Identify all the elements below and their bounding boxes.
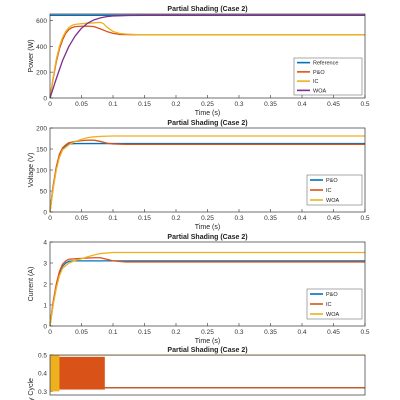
y-tick-label: 0 (43, 210, 47, 217)
legend-label: WOA (326, 198, 339, 204)
x-tick-label: 0.25 (201, 215, 214, 222)
x-tick-label: 0.15 (138, 101, 151, 108)
y-tick-label: 4 (43, 240, 47, 247)
y-tick-label: 0.3 (38, 389, 47, 396)
x-tick-label: 0.2 (171, 101, 180, 108)
x-tick-label: 0.1 (108, 215, 117, 222)
x-tick-label: 0.2 (171, 215, 180, 222)
x-tick-label: 0.3 (234, 101, 243, 108)
x-tick-label: 0.3 (234, 215, 243, 222)
chart-panel-4: Partial Shading (Case 2) 0.3 0.4 0.5 Duty Cy… (28, 347, 366, 400)
x-tick-label: 0.1 (108, 329, 117, 336)
x-tick-label: 0.05 (75, 101, 88, 108)
x-axis-label: Time (s) (195, 224, 220, 231)
x-tick-label: 0.2 (171, 329, 180, 336)
series-group (49, 14, 365, 99)
y-tick-label: 1 (43, 303, 47, 310)
legend: P&O IC WOA (306, 174, 363, 206)
x-tick-label: 0.1 (108, 101, 117, 108)
y-tick-label: 50 (40, 189, 48, 196)
legend: Reference P&O IC WOA (293, 57, 363, 96)
legend: P&O IC WOA (306, 288, 363, 320)
chart-panel-2: Partial Shading (Case 2) 0 50 100 150 200 0 0.0… (28, 120, 370, 231)
x-tick-label: 0.25 (201, 101, 214, 108)
x-tick-label: 0 (48, 215, 52, 222)
axes-frame (49, 13, 366, 99)
x-axis-label: Time (s) (195, 338, 220, 345)
y-tick-label: 2 (43, 282, 47, 289)
x-tick-label: 0.35 (264, 215, 277, 222)
axes-frame (49, 127, 366, 213)
y-tick-label: 200 (36, 70, 47, 77)
x-tick-label: 0.3 (234, 329, 243, 336)
chart-panel-3: Partial Shading (Case 2) 0 1 2 3 4 0 0.05 0.1 0.1… (28, 234, 370, 345)
legend-label: P&O (326, 292, 338, 298)
axes-frame (49, 241, 366, 327)
x-tick-label: 0.05 (75, 215, 88, 222)
y-tick-label: 0 (43, 96, 47, 103)
x-tick-label: 0.05 (75, 329, 88, 336)
y-tick-label: 600 (36, 18, 47, 25)
chart-title: Partial Shading (Case 2) (167, 234, 247, 241)
y-tick-label: 0.4 (38, 371, 47, 378)
legend-label: IC (326, 302, 332, 308)
chart-title: Partial Shading (Case 2) (167, 6, 247, 13)
legend-label: WOA (313, 88, 326, 94)
legend-label: WOA (326, 312, 339, 318)
chart-title: Partial Shading (Case 2) (167, 347, 247, 354)
x-tick-label: 0.5 (360, 215, 369, 222)
x-tick-label: 0.5 (360, 101, 369, 108)
x-tick-label: 0.5 (360, 329, 369, 336)
legend-label: IC (326, 188, 332, 194)
y-tick-label: 0 (43, 324, 47, 331)
series-band-IC (57, 356, 105, 390)
y-tick-label: 200 (36, 126, 47, 133)
chart-title: Partial Shading (Case 2) (167, 120, 247, 127)
y-tick-label: 3 (43, 261, 47, 268)
x-tick-label: 0.15 (138, 329, 151, 336)
legend-label: P&O (313, 70, 325, 76)
x-tick-label: 0.45 (327, 101, 340, 108)
chart-panel-1: Partial Shading (Case 2) 0 200 400 600 0 0.05 0… (28, 6, 370, 117)
series-band-WOA (50, 355, 60, 392)
x-tick-label: 0.45 (327, 215, 340, 222)
series-line-WOA (49, 135, 365, 213)
x-axis-label: Time (s) (195, 110, 220, 117)
y-tick-label: 100 (36, 168, 47, 175)
x-tick-label: 0.35 (264, 101, 277, 108)
x-tick-label: 0.35 (264, 329, 277, 336)
y-axis-label: Voltage (V) (28, 153, 35, 188)
y-tick-label: 400 (36, 44, 47, 51)
x-tick-label: 0.4 (297, 329, 306, 336)
y-tick-label: 0.5 (38, 353, 47, 360)
axes-frame (49, 354, 366, 396)
y-axis-label: Duty Cycle (28, 378, 35, 400)
x-tick-label: 0.15 (138, 215, 151, 222)
legend-label: P&O (326, 178, 338, 184)
x-tick-label: 0 (48, 101, 52, 108)
series-group (50, 355, 365, 392)
legend-label: IC (313, 79, 319, 85)
x-tick-label: 0 (48, 329, 52, 336)
x-tick-label: 0.45 (327, 329, 340, 336)
series-group (49, 135, 365, 213)
x-tick-label: 0.4 (297, 101, 306, 108)
y-axis-label: Power (W) (28, 39, 35, 72)
series-line-WOA (49, 251, 365, 327)
y-tick-label: 150 (36, 147, 47, 154)
series-group (49, 251, 365, 327)
legend-label: Reference (313, 61, 338, 67)
x-tick-label: 0.4 (297, 215, 306, 222)
y-axis-label: Current (A) (28, 267, 35, 302)
series-line-WOA (49, 14, 365, 99)
x-tick-label: 0.25 (201, 329, 214, 336)
series-line-IC (49, 257, 365, 327)
legend-box (293, 57, 363, 96)
